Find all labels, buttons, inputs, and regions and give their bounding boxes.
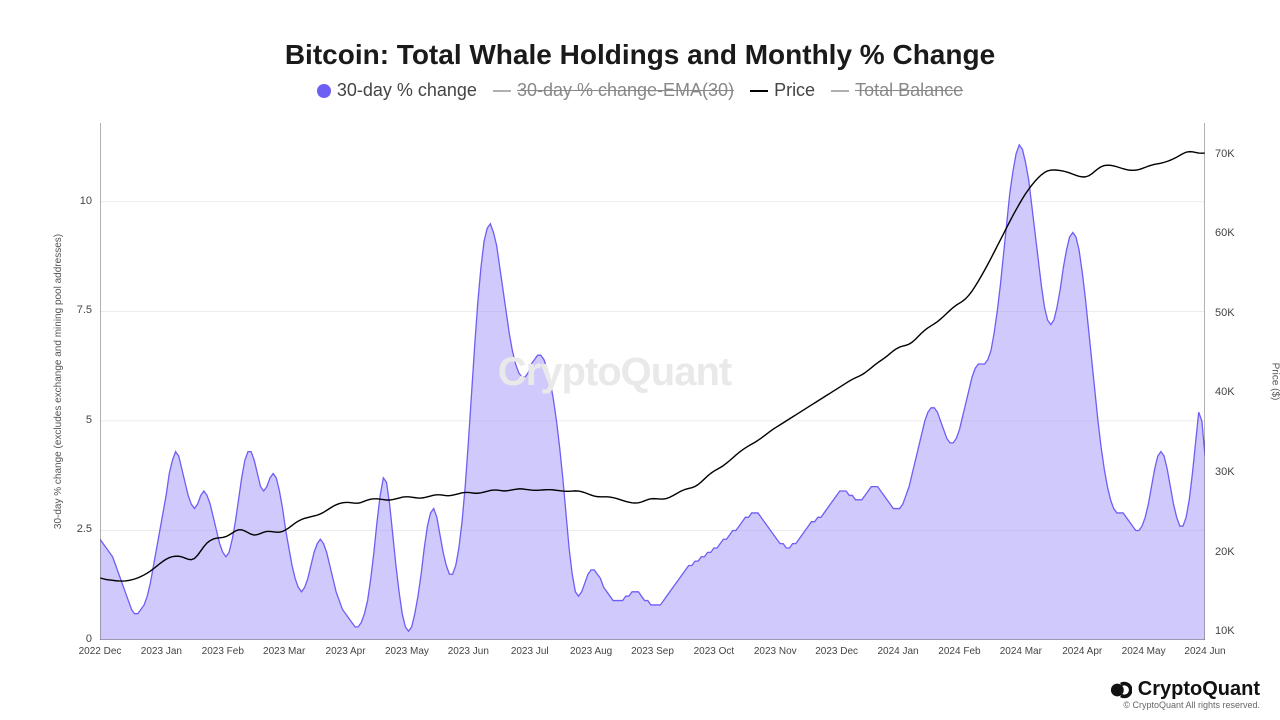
y-axis-left-label: 30-day % change (excludes exchange and m… bbox=[53, 123, 64, 640]
brand-name: CryptoQuant bbox=[1138, 678, 1260, 701]
x-tick: 2024 Jan bbox=[877, 646, 918, 657]
y-tick-left: 5 bbox=[86, 414, 92, 426]
y-tick-right: 20K bbox=[1215, 546, 1235, 558]
legend: 30-day % change 30-day % change-EMA(30) Pr… bbox=[0, 80, 1280, 101]
x-tick: 2024 Apr bbox=[1062, 646, 1102, 657]
legend-label: Price bbox=[774, 80, 815, 101]
y-tick-right: 70K bbox=[1215, 148, 1235, 160]
x-tick: 2023 Jun bbox=[448, 646, 489, 657]
x-tick: 2024 Mar bbox=[1000, 646, 1042, 657]
chart-title: Bitcoin: Total Whale Holdings and Monthl… bbox=[0, 38, 1280, 72]
legend-marker-dash bbox=[750, 90, 768, 92]
chart-container: Bitcoin: Total Whale Holdings and Monthl… bbox=[0, 0, 1280, 720]
y-tick-right: 50K bbox=[1215, 307, 1235, 319]
legend-label: 30-day % change bbox=[337, 80, 477, 101]
x-tick: 2023 Aug bbox=[570, 646, 612, 657]
legend-marker-dash bbox=[493, 90, 511, 92]
brand-sub: © CryptoQuant All rights reserved. bbox=[1110, 700, 1260, 710]
brand: CryptoQuant © CryptoQuant All rights res… bbox=[1110, 678, 1260, 710]
x-tick: 2024 Feb bbox=[938, 646, 980, 657]
y-tick-right: 30K bbox=[1215, 466, 1235, 478]
x-tick: 2023 Nov bbox=[754, 646, 797, 657]
x-tick: 2024 Jun bbox=[1184, 646, 1225, 657]
legend-item[interactable]: Price bbox=[750, 80, 815, 101]
x-tick: 2023 Jul bbox=[511, 646, 549, 657]
x-tick: 2023 Sep bbox=[631, 646, 674, 657]
x-tick: 2023 May bbox=[385, 646, 429, 657]
y-tick-left: 2.5 bbox=[77, 523, 92, 535]
legend-marker-dash bbox=[831, 90, 849, 92]
x-tick: 2023 Oct bbox=[694, 646, 735, 657]
legend-item[interactable]: 30-day % change-EMA(30) bbox=[493, 80, 734, 101]
legend-label: 30-day % change-EMA(30) bbox=[517, 80, 734, 101]
x-tick: 2023 Mar bbox=[263, 646, 305, 657]
legend-item[interactable]: Total Balance bbox=[831, 80, 963, 101]
x-tick: 2023 Apr bbox=[326, 646, 366, 657]
plot-area: CryptoQuant bbox=[100, 123, 1205, 640]
x-tick: 2023 Jan bbox=[141, 646, 182, 657]
x-tick: 2023 Feb bbox=[202, 646, 244, 657]
y-tick-left: 0 bbox=[86, 633, 92, 645]
y-tick-left: 10 bbox=[80, 195, 92, 207]
x-tick: 2024 May bbox=[1122, 646, 1166, 657]
legend-label: Total Balance bbox=[855, 80, 963, 101]
x-tick: 2023 Dec bbox=[815, 646, 858, 657]
y-tick-right: 40K bbox=[1215, 386, 1235, 398]
y-axis-right-label: Price ($) bbox=[1270, 351, 1280, 411]
chart-svg bbox=[100, 123, 1205, 640]
brand-icon bbox=[1110, 679, 1132, 701]
y-tick-left: 7.5 bbox=[77, 304, 92, 316]
y-tick-right: 10K bbox=[1215, 625, 1235, 637]
y-tick-right: 60K bbox=[1215, 227, 1235, 239]
legend-item[interactable]: 30-day % change bbox=[317, 80, 477, 101]
x-tick: 2022 Dec bbox=[79, 646, 122, 657]
legend-marker-dot bbox=[317, 84, 331, 98]
